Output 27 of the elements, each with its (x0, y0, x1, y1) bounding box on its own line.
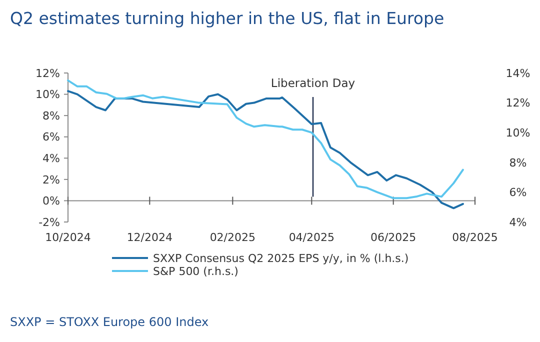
y-tick-label: 12% (36, 66, 60, 80)
x-tick-label: 02/2025 (210, 231, 256, 244)
x-tick-label: 06/2025 (370, 231, 416, 244)
chart-title: Q2 estimates turning higher in the US, flat in Europe (10, 9, 444, 28)
y-tick-label: 10% (36, 88, 60, 102)
text: SXXP = STOXX Europe 600 Index (10, 315, 209, 329)
y2-tick-label: 10% (506, 126, 530, 140)
y-tick-label: 6% (42, 130, 60, 144)
x-tick-label: 10/2024 (45, 231, 91, 244)
y2-tick-label: 14% (506, 66, 530, 80)
x-tick-label: 04/2025 (288, 231, 335, 244)
legend-label: SXXP Consensus Q2 2025 EPS y/y, in % (l.h.s.) (153, 252, 409, 265)
x-tick-label: 12/2024 (126, 231, 173, 244)
y-tick-label: 4% (42, 152, 60, 165)
ref-line-label: Liberation Day (270, 76, 356, 90)
y2-tick-label: 6% (509, 186, 527, 200)
line-series (67, 79, 464, 200)
legend-label: S&P 500 (r.h.s.) (153, 264, 238, 278)
y-tick-label: 0% (42, 194, 60, 208)
y2-tick-label: 12% (506, 96, 530, 110)
y2-tick-label: 4% (509, 216, 527, 229)
y-tick-label: 8% (42, 109, 60, 122)
y-tick-label: -2% (38, 216, 60, 229)
line-series (67, 90, 464, 210)
y2-tick-label: 8% (509, 156, 527, 170)
y-tick-label: 2% (42, 173, 60, 186)
x-tick-label: 08/2025 (452, 231, 498, 244)
